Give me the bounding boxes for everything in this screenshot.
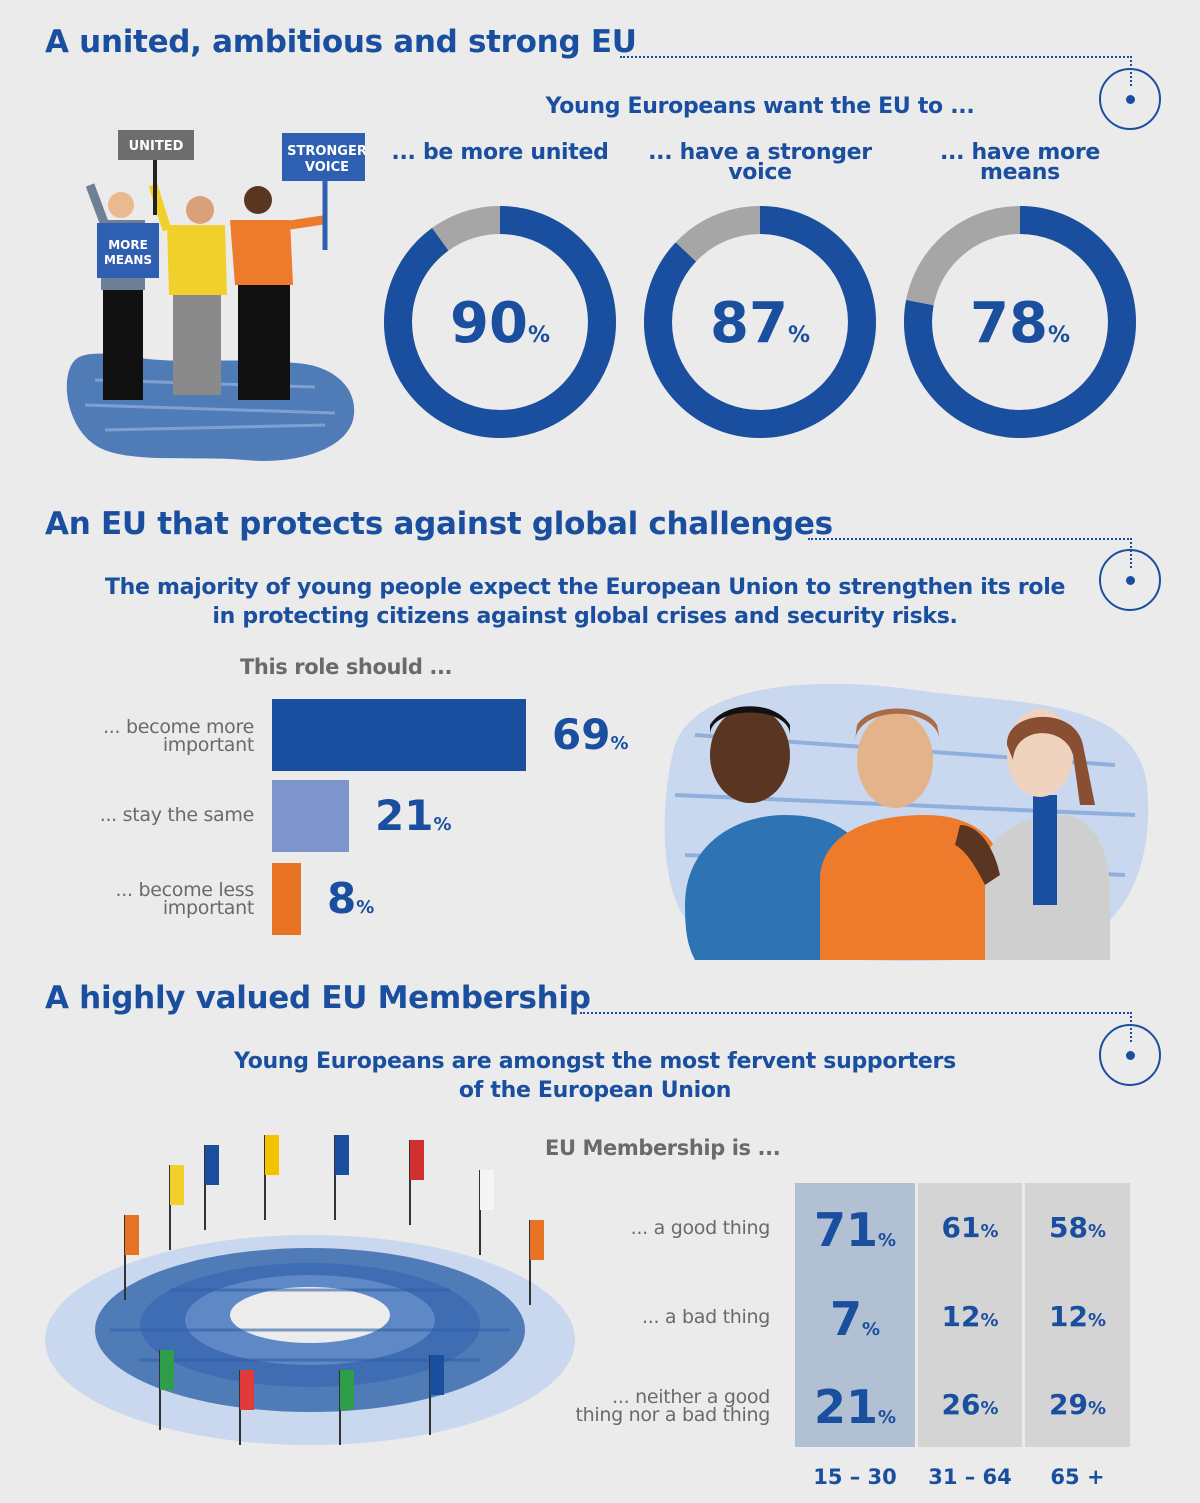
donut-segment xyxy=(644,206,876,438)
dotted-connector xyxy=(580,1012,1132,1014)
row-label-neither: ... neither a good thing nor a bad thing xyxy=(575,1386,771,1426)
bar-value-less-important: 8% xyxy=(327,874,375,923)
donut-segment xyxy=(384,206,616,438)
protesters-illustration: MORE MEANS UNITED STRONGER VOICE xyxy=(66,130,365,461)
table-column-65-plus xyxy=(1025,1183,1130,1447)
bar-value-more-important: 69% xyxy=(552,710,629,759)
sign-more-means-line2: MEANS xyxy=(104,253,152,267)
bar-label-same: ... stay the same xyxy=(99,804,255,826)
sign-stronger-voice-line1: STRONGER xyxy=(287,144,365,159)
table-cell: 29% xyxy=(1048,1388,1106,1421)
dotted-connector xyxy=(808,538,1132,540)
bar-label-less-important: ... become less important xyxy=(115,879,255,919)
target-icon xyxy=(1099,549,1161,611)
dotted-connector xyxy=(620,56,1132,58)
bars-header: This role should ... xyxy=(240,655,453,679)
table-cell: 7% xyxy=(829,1292,881,1346)
sign-more-means xyxy=(97,223,159,278)
sign-united xyxy=(118,130,194,160)
section-title-united: A united, ambitious and strong EU xyxy=(45,24,637,60)
table-column-31-64 xyxy=(918,1183,1022,1447)
bar-value-same: 21% xyxy=(375,791,452,840)
column-label-31-64: 31 – 64 xyxy=(928,1465,1012,1489)
table-cell: 71% xyxy=(813,1203,897,1257)
table-column-15-30 xyxy=(795,1183,915,1447)
row-label-good: ... a good thing xyxy=(630,1217,771,1239)
donut-segment xyxy=(904,206,1136,438)
sign-more-means-line1: MORE xyxy=(108,238,148,252)
table-cell: 61% xyxy=(941,1211,999,1244)
table-cell: 21% xyxy=(813,1380,897,1434)
sign-united-text: UNITED xyxy=(129,139,184,154)
bar-more-important xyxy=(272,699,526,771)
bar-label-more-important: ... become more important xyxy=(103,716,254,756)
donut-label-more-means: ... have more means xyxy=(939,140,1101,185)
donut-value: 78% xyxy=(970,291,1070,356)
sign-stronger-voice xyxy=(282,133,365,181)
donut-value: 90% xyxy=(450,291,550,356)
section1-subtitle: Young Europeans want the EU to ... xyxy=(545,94,975,119)
donut-value: 87% xyxy=(710,291,810,356)
column-label-15-30: 15 – 30 xyxy=(813,1465,897,1489)
section3-subtitle: Young Europeans are amongst the most fer… xyxy=(234,1049,956,1103)
sign-stronger-voice-line2: VOICE xyxy=(305,160,349,175)
target-icon xyxy=(1099,68,1161,130)
table-header: EU Membership is ... xyxy=(545,1136,781,1160)
table-cell: 26% xyxy=(941,1388,999,1421)
donut-label-stronger-voice: ... have a stronger voice xyxy=(648,140,872,185)
target-icon xyxy=(1099,1024,1161,1086)
bar-same xyxy=(272,780,349,852)
section-title-membership: A highly valued EU Membership xyxy=(45,980,591,1016)
table-cell: 58% xyxy=(1048,1211,1106,1244)
section2-subtitle: The majority of young people expect the … xyxy=(104,575,1066,629)
column-label-65-plus: 65 + xyxy=(1050,1465,1105,1489)
parliament-illustration xyxy=(45,1135,575,1445)
bar-less-important xyxy=(272,863,301,935)
donut-charts: 90% 87% 78% xyxy=(384,206,1136,438)
table-cell: 12% xyxy=(941,1300,999,1333)
section-title-protects: An EU that protects against global chall… xyxy=(45,506,833,542)
young-people-illustration xyxy=(664,683,1149,961)
donut-label-united: ... be more united xyxy=(391,140,609,165)
row-label-bad: ... a bad thing xyxy=(641,1306,770,1328)
table-cell: 12% xyxy=(1048,1300,1106,1333)
